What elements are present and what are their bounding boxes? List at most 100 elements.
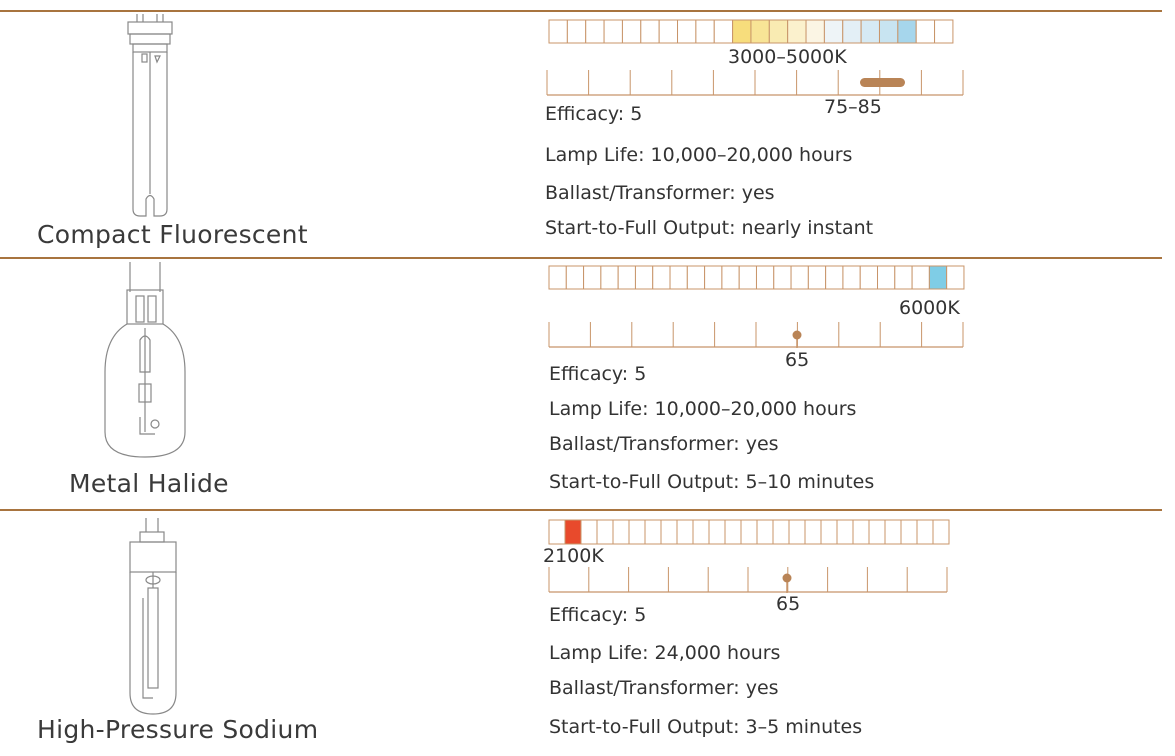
temp-cell [621, 19, 642, 44]
temp-cell-highlighted [732, 19, 752, 44]
temp-cell [804, 519, 822, 545]
temp-cell [676, 519, 694, 545]
temp-cell-highlighted [878, 19, 899, 44]
temp-cell [842, 265, 861, 290]
temp-cell [868, 519, 886, 545]
efficacy-text: Efficacy: 5 [549, 604, 647, 626]
temp-cell [640, 19, 660, 44]
cri-scale [546, 70, 964, 96]
temp-cell-highlighted [928, 265, 948, 290]
cri-scale [548, 567, 949, 593]
cri-track [548, 322, 964, 348]
temp-cell [603, 19, 623, 44]
section-divider [0, 10, 1162, 12]
temp-cell [884, 519, 902, 545]
temp-cell [652, 265, 671, 290]
lamp-life-text: Lamp Life: 10,000–20,000 hours [545, 144, 853, 166]
temp-cell [612, 519, 630, 545]
temp-cell [740, 519, 758, 545]
temp-cell [692, 519, 710, 545]
temp-cell [644, 519, 662, 545]
temp-cell [583, 265, 602, 290]
temp-cell [738, 265, 757, 290]
temp-cell [894, 265, 913, 290]
temp-cell [755, 265, 775, 290]
efficacy-text: Efficacy: 5 [549, 363, 647, 385]
temp-cell [565, 265, 585, 290]
temp-cell [600, 265, 619, 290]
section-divider [0, 509, 1162, 511]
temp-cell [617, 265, 636, 290]
cri-range-marker [860, 78, 905, 87]
temp-cell [859, 265, 879, 290]
lamp-life-text: Lamp Life: 24,000 hours [549, 642, 781, 664]
temp-cell [580, 519, 598, 545]
temp-cell-highlighted [768, 19, 789, 44]
temp-cell [932, 519, 950, 545]
temp-cell [790, 265, 809, 290]
ballast-text: Ballast/Transformer: yes [549, 433, 779, 455]
start-output-text: Start-to-Full Output: 5–10 minutes [549, 471, 875, 493]
color-temperature-scale [548, 265, 965, 290]
lamp-name: Compact Fluorescent [37, 220, 308, 249]
metal-halide-lamp-illustration [104, 262, 186, 458]
temp-cell [548, 519, 566, 545]
temp-cell [724, 519, 742, 545]
temp-cell-highlighted [860, 19, 880, 44]
temp-cell [660, 519, 678, 545]
temp-cell [585, 19, 605, 44]
temp-cell [756, 519, 774, 545]
temp-cell [658, 19, 679, 44]
temp-cell [721, 265, 740, 290]
temp-cell [788, 519, 806, 545]
temp-cell [877, 265, 896, 290]
efficacy-text: Efficacy: 5 [545, 103, 643, 125]
temp-cell [836, 519, 854, 545]
cri-track [546, 70, 964, 96]
temp-cell [934, 19, 954, 44]
temp-cell [704, 265, 723, 290]
temp-cell [946, 265, 965, 290]
temp-cell [807, 265, 827, 290]
start-output-text: Start-to-Full Output: 3–5 minutes [549, 716, 863, 738]
temp-cell [548, 19, 568, 44]
temp-cell [825, 265, 844, 290]
temp-cell [900, 519, 918, 545]
compact-fluorescent-lamp-illustration [127, 14, 173, 217]
temp-cell [915, 19, 936, 44]
temp-cell-highlighted [750, 19, 770, 44]
temp-cell [686, 265, 706, 290]
temp-cell [708, 519, 726, 545]
temp-cell [695, 19, 715, 44]
cri-label: 65 [776, 593, 801, 615]
cri-track [548, 567, 948, 593]
temp-cell [548, 265, 567, 290]
lamp-life-text: Lamp Life: 10,000–20,000 hours [549, 398, 857, 420]
temp-cell [628, 519, 646, 545]
temp-cell [634, 265, 654, 290]
temp-cell-highlighted [564, 519, 582, 545]
lamp-name: High-Pressure Sodium [37, 715, 319, 744]
ballast-text: Ballast/Transformer: yes [549, 677, 779, 699]
cri-point-marker [782, 573, 792, 583]
start-output-text: Start-to-Full Output: nearly instant [545, 217, 874, 239]
color-temperature-label: 2100K [543, 545, 604, 567]
temp-cell [820, 519, 838, 545]
temp-cell [677, 19, 697, 44]
cri-label: 65 [785, 349, 810, 371]
temp-cell [911, 265, 930, 290]
temp-cell [772, 519, 790, 545]
color-temperature-scale [548, 519, 951, 545]
temp-cell [713, 19, 734, 44]
high-pressure-sodium-lamp-illustration [129, 518, 177, 715]
temp-cell [596, 519, 614, 545]
temp-cell-highlighted [787, 19, 807, 44]
color-temperature-label: 6000K [899, 297, 960, 319]
lamp-name: Metal Halide [69, 469, 229, 498]
color-temperature-scale [548, 19, 954, 44]
cri-scale [548, 322, 965, 348]
section-divider [0, 257, 1162, 259]
temp-cell-highlighted [805, 19, 825, 44]
ballast-text: Ballast/Transformer: yes [545, 182, 775, 204]
temp-cell [852, 519, 870, 545]
